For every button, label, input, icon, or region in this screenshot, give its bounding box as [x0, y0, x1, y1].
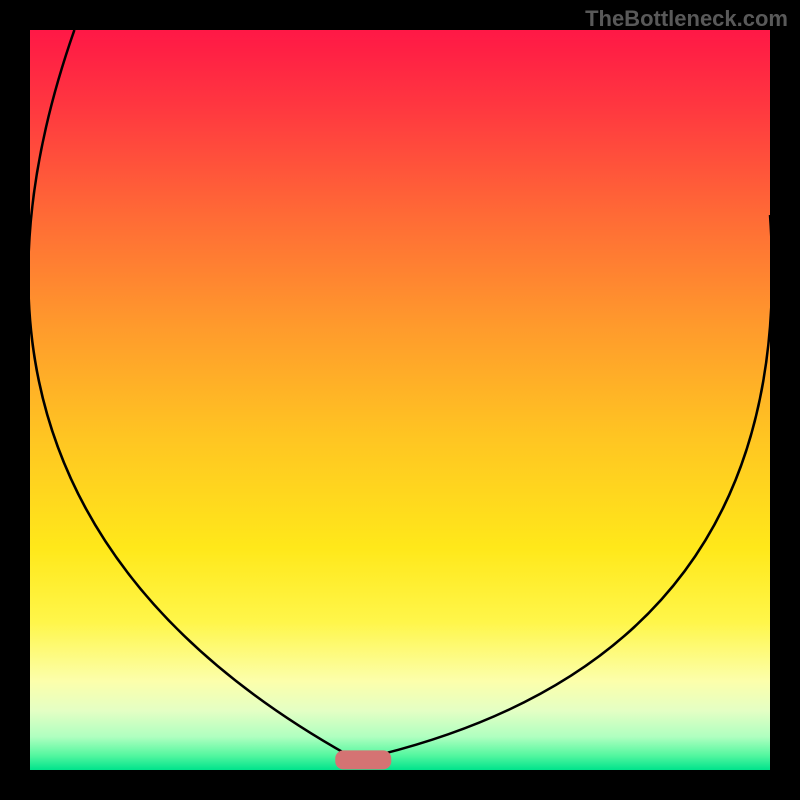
bottleneck-curve: [30, 30, 770, 770]
curve-right-branch: [378, 215, 770, 755]
curve-left-branch: [30, 30, 348, 755]
watermark-text: TheBottleneck.com: [585, 6, 788, 32]
plot-area: [30, 30, 770, 770]
minimum-marker: [335, 750, 391, 769]
